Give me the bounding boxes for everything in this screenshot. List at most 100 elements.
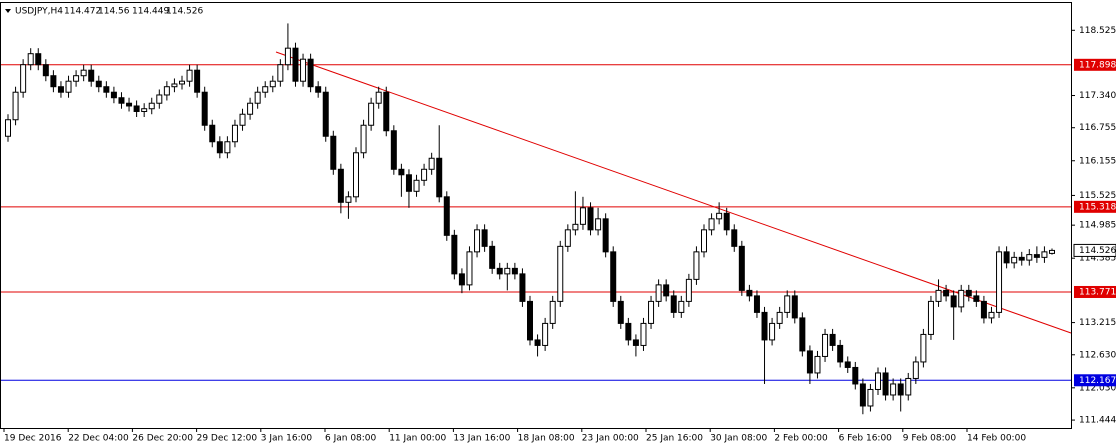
candle-body [935,289,942,302]
candle-body [451,234,458,275]
candle-body [194,69,201,93]
candle-body [345,196,352,203]
candle-body [632,339,639,346]
candle-body [912,361,919,379]
candle-body [254,91,261,104]
x-tick-label: 13 Jan 16:00 [453,434,510,444]
candle-body [247,102,254,115]
candle-body [42,64,49,77]
candle-body [179,80,185,85]
x-tick-label: 29 Dec 12:00 [197,434,258,444]
price-label-bg [1073,243,1116,257]
candle-body [534,339,541,346]
candle-body [383,91,390,132]
candle-body [80,69,87,77]
candle-body [1018,256,1025,261]
candle-body [504,267,511,275]
candle-body [776,311,783,324]
candle-body [201,91,208,126]
candle-body [708,218,715,231]
candle-body [572,223,579,231]
chart-title: USDJPY,H4 114.472 114.56 114.449 114.526 [15,7,203,17]
ohlc-open: 114.472 [64,7,101,17]
candle-body [738,245,745,291]
x-tick-label: 25 Jan 16:00 [646,434,703,444]
candle-body [1011,256,1018,264]
candle-body [897,383,904,396]
candle-body [769,322,776,341]
candle-body [269,80,276,88]
level-label-bg [1074,200,1116,213]
candle-body [337,168,344,203]
candle-body [837,344,844,363]
candle-body [670,295,677,313]
candle-body [413,179,420,192]
x-tick-label: 14 Feb 00:00 [967,434,1026,444]
candle-body [239,113,246,126]
candle-body [209,124,216,143]
candle-body [943,289,950,297]
candle-body [163,86,170,96]
candle-body [262,86,269,93]
price-label: 114.526 [1079,246,1116,256]
candle-body [602,218,609,253]
candle-body [103,86,110,93]
level-label: 112.167 [1079,376,1116,386]
candle-body [156,94,163,104]
candle-body [610,251,617,302]
level-label-bg [1074,374,1116,387]
candle-body [398,168,405,176]
x-tick-label: 6 Feb 16:00 [839,434,893,444]
candle-body [148,102,155,110]
candle-body [224,141,231,154]
candle-body [519,273,526,302]
candle-body [950,295,957,308]
candle-body [405,174,412,192]
ohlc-high: 114.56 [98,7,130,17]
y-tick-label: 116.755 [1079,123,1116,133]
x-tick-label: 23 Jan 00:00 [582,434,639,444]
ohlc-close: 114.526 [166,7,203,17]
candle-body [284,47,291,66]
x-tick-label: 19 Dec 2016 [4,434,62,444]
candle-body [133,105,140,112]
candle-body [640,322,647,346]
candle-body [428,157,435,170]
candle-body [35,53,42,66]
candle-body [300,58,307,82]
candle-body [474,229,481,253]
candle-body [360,124,367,154]
candle-body [806,350,813,374]
candle-body [458,273,465,286]
candle-body [1041,251,1048,258]
candle-body [829,333,836,346]
candle-body [390,130,397,170]
candle-body [141,108,148,112]
candle-body [595,218,602,231]
candle-body [511,267,518,275]
candle-body [980,300,987,319]
y-tick-label: 117.340 [1079,91,1116,101]
candle-body [443,196,450,236]
candle-body [761,311,768,341]
y-tick-label: 114.385 [1079,254,1116,264]
level-label-bg [1074,58,1116,71]
candle-body [648,300,655,324]
y-tick-label: 111.444 [1079,416,1116,426]
candle-body [867,388,874,407]
y-tick-label: 118.525 [1079,26,1116,36]
x-tick-label: 11 Jan 00:00 [389,434,446,444]
candle-body [110,91,117,99]
candle-body [859,383,866,407]
candle-body [118,97,125,104]
candle-body [731,229,738,247]
candle-body [852,366,859,385]
candle-body [73,75,80,82]
candle-body [996,251,1003,313]
candle-body [716,212,723,220]
candle-body [655,284,662,302]
candle-body [1049,249,1055,254]
candle-body [186,69,193,82]
candle-body [171,83,178,88]
candle-body [564,229,571,247]
